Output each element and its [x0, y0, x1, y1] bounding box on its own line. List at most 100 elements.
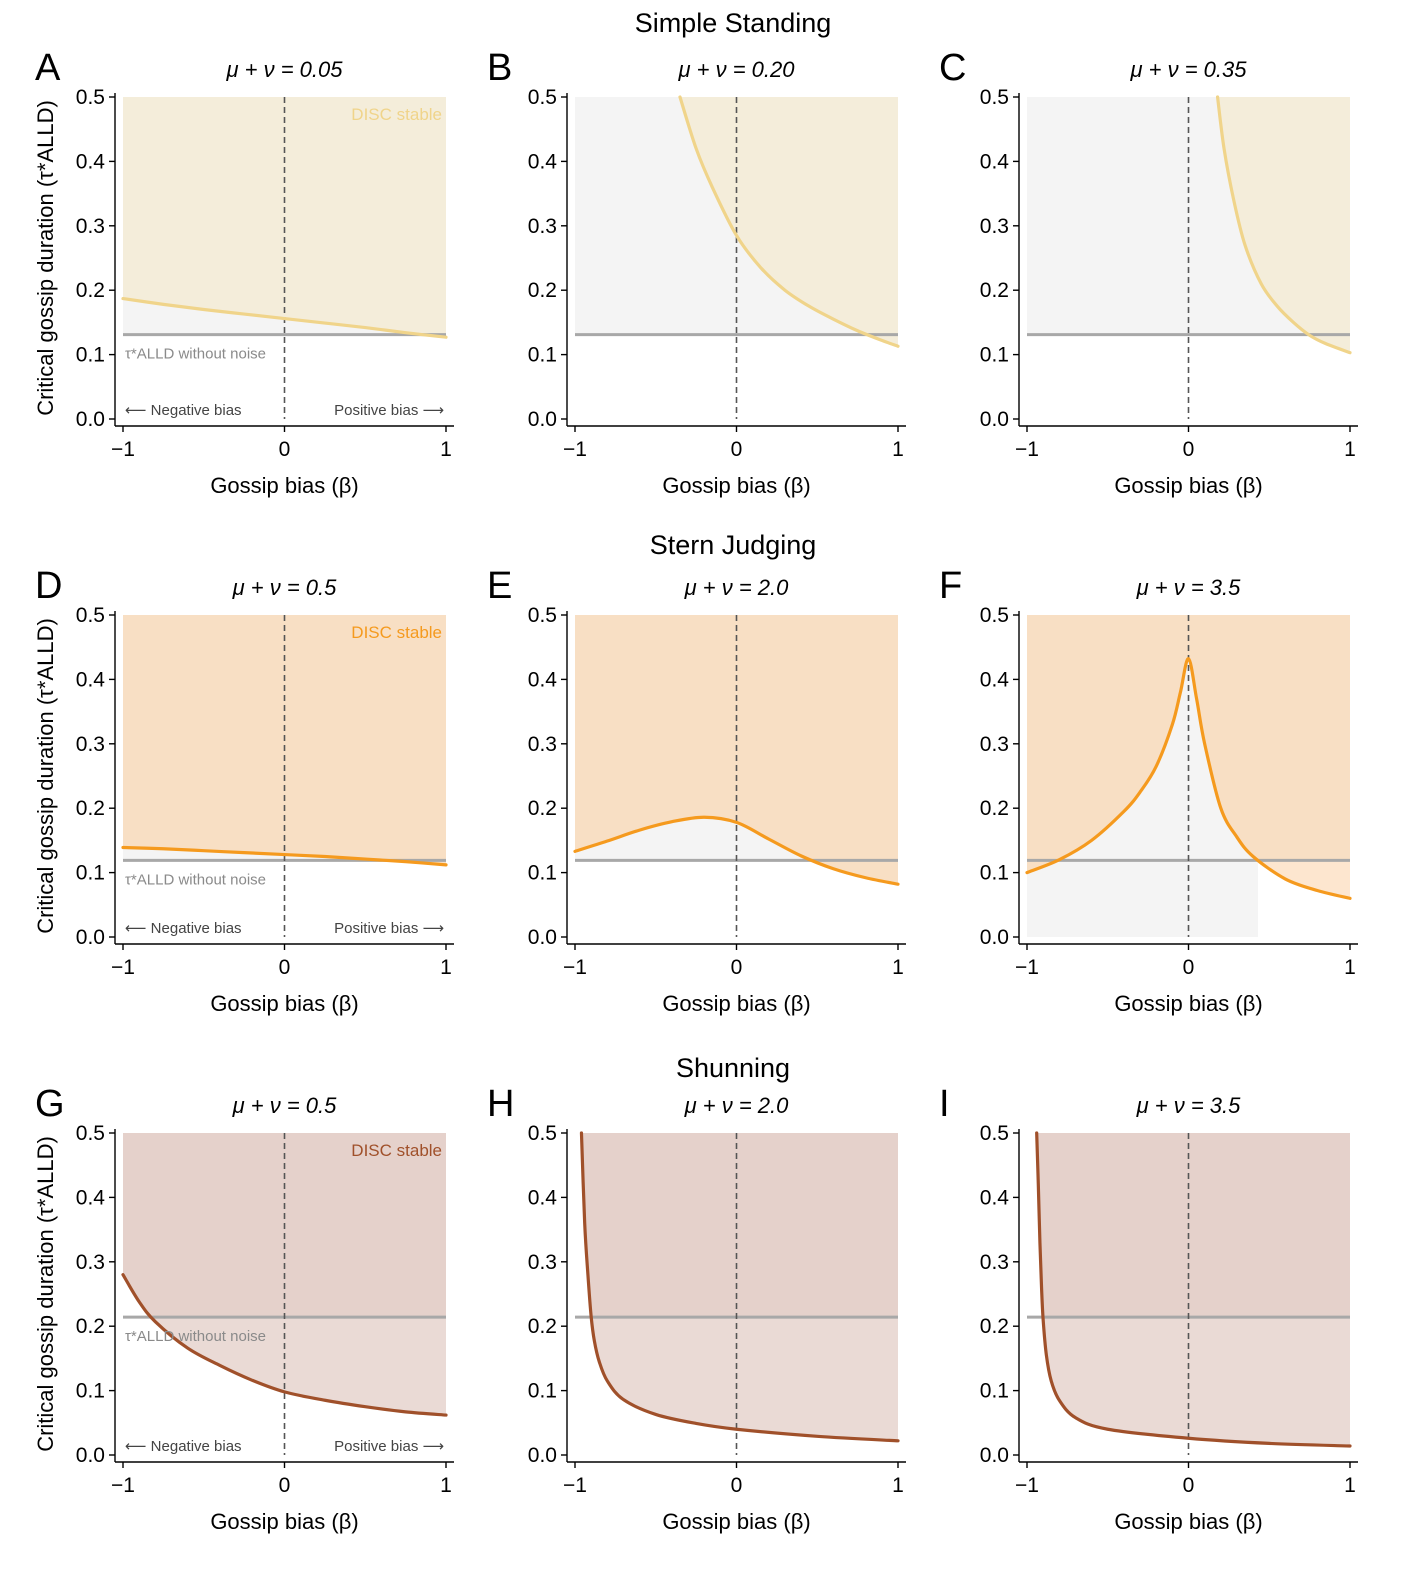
x-axis-title: Gossip bias (β) — [210, 991, 358, 1016]
y-tick-label: 0.0 — [528, 926, 557, 949]
y-tick-label: 0.0 — [980, 1444, 1009, 1467]
tau-curve — [1035, 1131, 1352, 1448]
y-axis-title: Critical gossip duration (τ*ALLD) — [33, 618, 58, 934]
y-tick-label: 0.2 — [528, 797, 557, 820]
x-tick-label: 1 — [1344, 438, 1356, 461]
tau-curve — [1025, 657, 1352, 900]
y-axis-title: Critical gossip duration (τ*ALLD) — [33, 100, 58, 416]
y-tick-label: 0.2 — [980, 797, 1009, 820]
y-tick-label: 0.3 — [528, 733, 557, 756]
y-tick-label: 0.1 — [76, 862, 105, 885]
below-threshold-region — [1027, 334, 1350, 419]
panel-subtitle: μ + ν = 3.5 — [1136, 575, 1242, 600]
panel-letter: G — [35, 1083, 65, 1125]
x-tick-label: 1 — [1344, 956, 1356, 979]
y-tick-label: 0.5 — [980, 604, 1009, 627]
y-tick-label: 0.5 — [76, 604, 105, 627]
panel-letter: E — [487, 565, 512, 607]
tau-curve — [121, 845, 448, 867]
y-tick-label: 0.4 — [980, 668, 1010, 691]
x-tick-label: −1 — [111, 1474, 135, 1497]
x-tick-label: 0 — [279, 1474, 291, 1497]
x-tick-label: 1 — [440, 1474, 452, 1497]
panel-g: 0.0 0.1 0.2 0.3 0.4 0.5 −1 0 1 Gossip bias (β) G μ … — [33, 1083, 454, 1534]
panel-i: 0.0 0.1 0.2 0.3 0.4 0.5 −1 0 1 Gossip bias (β) I μ … — [939, 1083, 1358, 1534]
x-tick-label: 0 — [1183, 438, 1195, 461]
y-tick-label: 0.1 — [980, 862, 1009, 885]
panel-subtitle: μ + ν = 0.5 — [232, 1093, 338, 1118]
panel-letter: A — [35, 47, 61, 89]
positive-bias-label: Positive bias ⟶ — [334, 402, 444, 419]
row-title-shunning: Shunning — [676, 1053, 790, 1083]
y-tick-label: 0.0 — [980, 926, 1009, 949]
x-axis-title: Gossip bias (β) — [662, 991, 810, 1016]
disc-stable-label: DISC stable — [351, 623, 442, 642]
panel-subtitle: μ + ν = 0.05 — [225, 57, 343, 82]
y-tick-label: 0.1 — [980, 344, 1009, 367]
positive-bias-label: Positive bias ⟶ — [334, 920, 444, 937]
panel-letter: F — [939, 565, 962, 607]
stable-region — [1217, 97, 1350, 353]
y-tick-label: 0.5 — [528, 86, 557, 109]
y-tick-label: 0.4 — [76, 150, 106, 173]
disc-stable-label: DISC stable — [351, 1141, 442, 1160]
panel-subtitle: μ + ν = 0.20 — [677, 57, 795, 82]
y-tick-label: 0.1 — [528, 344, 557, 367]
y-tick-label: 0.3 — [528, 215, 557, 238]
x-tick-label: 0 — [731, 1474, 743, 1497]
x-tick-label: −1 — [111, 438, 135, 461]
y-tick-label: 0.4 — [76, 1186, 106, 1209]
x-tick-label: 1 — [440, 956, 452, 979]
panel-subtitle: μ + ν = 2.0 — [684, 575, 790, 600]
tau-curve — [579, 1131, 900, 1443]
y-tick-label: 0.5 — [76, 86, 105, 109]
x-tick-label: 1 — [892, 956, 904, 979]
stable-region — [679, 97, 898, 347]
panel-f: 0.0 0.1 0.2 0.3 0.4 0.5 −1 0 1 Gossip bias (β) F μ … — [939, 565, 1358, 1016]
y-tick-label: 0.1 — [76, 344, 105, 367]
x-axis-title: Gossip bias (β) — [1114, 991, 1262, 1016]
y-tick-label: 0.3 — [528, 1251, 557, 1274]
tau-curve — [121, 1273, 448, 1417]
y-tick-label: 0.4 — [980, 150, 1010, 173]
y-tick-label: 0.5 — [980, 86, 1009, 109]
y-tick-label: 0.0 — [980, 408, 1009, 431]
y-tick-label: 0.0 — [76, 1444, 105, 1467]
y-tick-label: 0.0 — [528, 408, 557, 431]
x-tick-label: −1 — [111, 956, 135, 979]
y-tick-label: 0.4 — [528, 1186, 558, 1209]
x-tick-label: 1 — [440, 438, 452, 461]
panel-letter: C — [939, 47, 966, 89]
below-threshold-region — [575, 334, 898, 419]
tau-curve — [678, 95, 900, 348]
below-threshold-region — [123, 334, 446, 419]
panel-letter: H — [487, 1083, 514, 1125]
x-tick-label: 1 — [892, 1474, 904, 1497]
negative-bias-label: ⟵ Negative bias — [125, 1438, 242, 1455]
x-tick-label: 1 — [1344, 1474, 1356, 1497]
row-title-simple-standing: Simple Standing — [635, 8, 832, 38]
negative-bias-label: ⟵ Negative bias — [125, 920, 242, 937]
tau-curve — [121, 296, 448, 339]
y-tick-label: 0.2 — [528, 1315, 557, 1338]
y-tick-label: 0.5 — [980, 1122, 1009, 1145]
x-axis-title: Gossip bias (β) — [662, 1509, 810, 1534]
y-tick-label: 0.2 — [76, 797, 105, 820]
y-tick-label: 0.3 — [980, 1251, 1009, 1274]
x-tick-label: 0 — [731, 438, 743, 461]
blank-region — [1257, 859, 1350, 937]
x-axis-title: Gossip bias (β) — [210, 1509, 358, 1534]
x-tick-label: 0 — [279, 956, 291, 979]
panel-subtitle: μ + ν = 0.35 — [1129, 57, 1247, 82]
panel-letter: I — [939, 1083, 950, 1125]
y-tick-label: 0.0 — [528, 1444, 557, 1467]
y-tick-label: 0.5 — [528, 604, 557, 627]
y-axis-title: Critical gossip duration (τ*ALLD) — [33, 1136, 58, 1452]
y-tick-label: 0.1 — [528, 862, 557, 885]
y-tick-label: 0.0 — [76, 408, 105, 431]
y-tick-label: 0.4 — [76, 668, 106, 691]
y-tick-label: 0.0 — [76, 926, 105, 949]
panel-d: 0.0 0.1 0.2 0.3 0.4 0.5 −1 0 1 Gossip bias (β) D μ … — [33, 565, 454, 1016]
x-tick-label: 0 — [279, 438, 291, 461]
